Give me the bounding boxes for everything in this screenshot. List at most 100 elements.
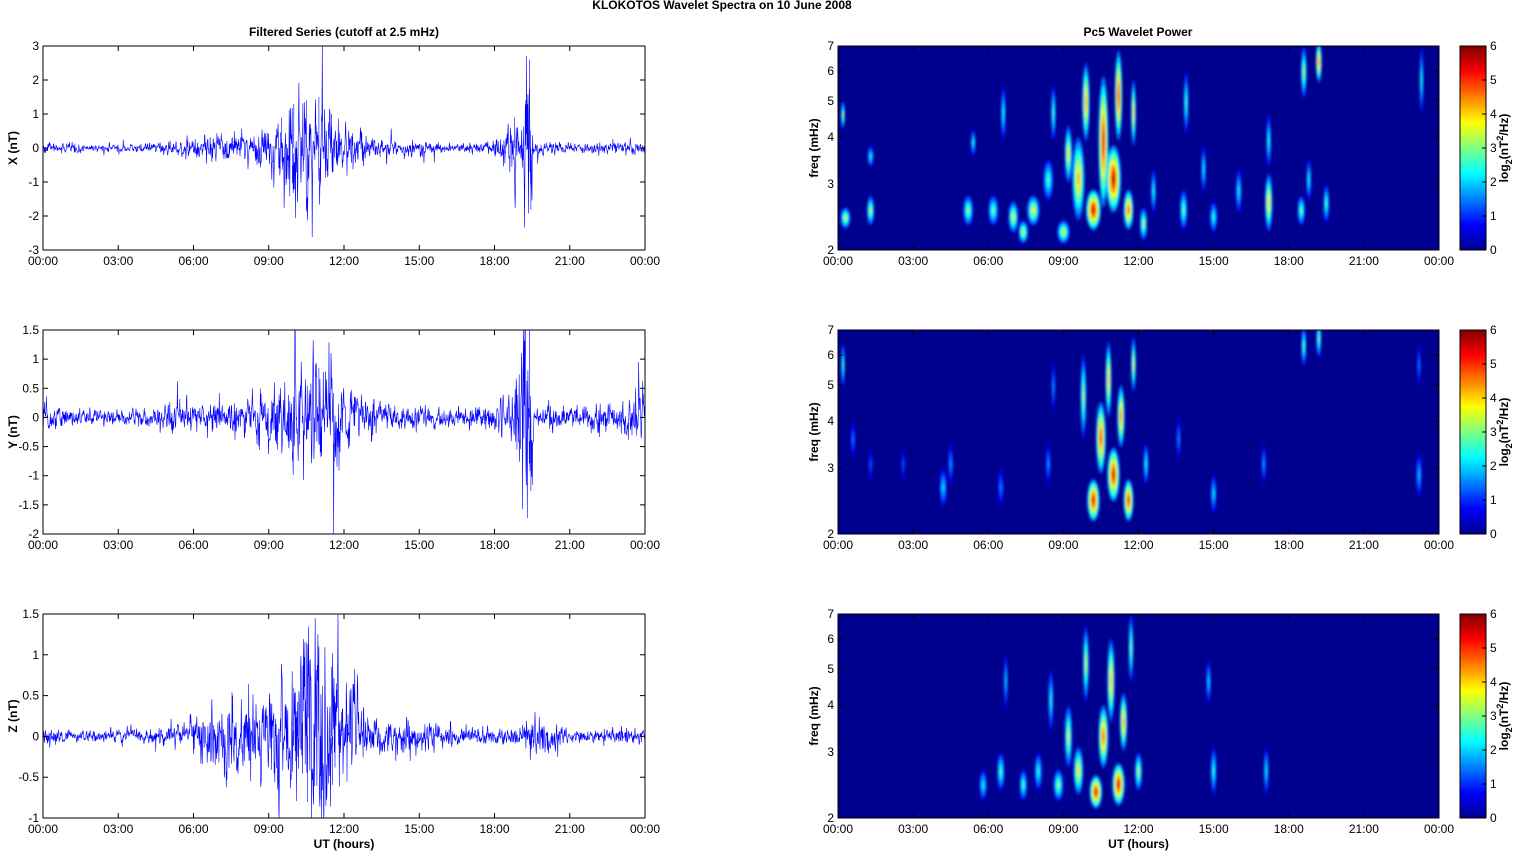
series-z-ytick-label: 1 (32, 648, 39, 662)
power-z-power-blob (1037, 768, 1039, 775)
power-z-colorbar-tick-label: 6 (1490, 607, 1497, 621)
power-y-power-blob (1127, 497, 1130, 504)
power-x-xtick-label: 21:00 (1349, 254, 1379, 268)
power-x-power-blob (992, 208, 994, 213)
power-z-xtick-label: 15:00 (1199, 822, 1229, 836)
power-y-power-blob (1092, 497, 1095, 504)
series-x-ytick-label: 0 (32, 141, 39, 155)
power-x-colorbar-tick-label: 5 (1490, 73, 1497, 87)
series-z-ytick-label: 1.5 (22, 607, 39, 621)
power-z-xlabel: UT (hours) (1108, 837, 1169, 851)
power-z-colorbar-tick-label: 3 (1490, 709, 1497, 723)
power-y-power-blob (1303, 343, 1305, 349)
series-z-xtick-label: 09:00 (254, 822, 284, 836)
left-column-title: Filtered Series (cutoff at 2.5 mHz) (249, 25, 439, 39)
series-z-xtick-label: 15:00 (404, 822, 434, 836)
power-z-power-blob (1102, 732, 1105, 741)
series-z-trace (43, 614, 645, 818)
power-z-colorbar-tick-label: 1 (1490, 777, 1497, 791)
power-x-ylabel: freq (mHz) (807, 118, 821, 177)
power-x-power-blob (1127, 206, 1130, 213)
power-z-power-blob (1000, 768, 1002, 775)
series-z-xtick-label: 12:00 (329, 822, 359, 836)
power-y-ytick-label: 2 (827, 527, 834, 541)
power-x-power-blob (967, 208, 969, 213)
power-x-power-blob (1300, 208, 1302, 213)
power-y-xtick-label: 00:00 (1424, 538, 1454, 552)
power-y-colorbar-label: log2(nT2/Hz) (1495, 398, 1514, 467)
series-y-xtick-label: 12:00 (329, 538, 359, 552)
power-x-xtick-label: 09:00 (1048, 254, 1078, 268)
power-z-xtick-label: 00:00 (1424, 822, 1454, 836)
power-z-power-blob (1050, 695, 1052, 705)
power-x-ytick-label: 4 (827, 130, 834, 144)
series-y-xtick-label: 09:00 (254, 538, 284, 552)
power-y-power-blob (1100, 432, 1102, 443)
power-x-power-blob (1303, 68, 1305, 76)
power-y-ytick-label: 3 (827, 461, 834, 475)
power-x-power-blob (1185, 98, 1187, 107)
power-y-power-blob (902, 462, 904, 467)
series-y-ytick-label: -0.5 (18, 440, 39, 454)
power-z-xtick-label: 06:00 (973, 822, 1003, 836)
power-y-power-blob (870, 462, 871, 467)
power-x-xtick-label: 00:00 (1424, 254, 1454, 268)
series-z-xtick-label: 00:00 (28, 822, 58, 836)
series-x-xtick-label: 15:00 (404, 254, 434, 268)
series-x-ytick-label: 1 (32, 107, 39, 121)
power-x-power-blob (1047, 177, 1050, 183)
power-z-ylabel: freq (mHz) (807, 686, 821, 745)
power-x-ytick-label: 2 (827, 243, 834, 257)
series-x-ytick-label: 3 (32, 39, 39, 53)
series-z-xtick-label: 21:00 (555, 822, 585, 836)
series-y-xtick-label: 21:00 (555, 538, 585, 552)
power-x-power-blob (1213, 214, 1215, 220)
power-x-power-blob (1102, 132, 1105, 152)
power-y-xtick-label: 00:00 (823, 538, 853, 552)
power-y-power-blob (1418, 471, 1420, 479)
power-y-xtick-label: 06:00 (973, 538, 1003, 552)
power-y-ytick-label: 4 (827, 414, 834, 428)
power-z-colorbar-tick-label: 4 (1490, 675, 1497, 689)
power-x-power-blob (1308, 177, 1310, 183)
series-x-ylabel: X (nT) (6, 131, 20, 165)
power-y-ytick-label: 7 (827, 323, 834, 337)
power-z-power-blob (982, 782, 984, 788)
series-y-xtick-label: 00:00 (28, 538, 58, 552)
power-y-power-blob (1318, 335, 1320, 342)
power-z-power-blob (1022, 782, 1024, 788)
power-x-xtick-label: 03:00 (898, 254, 928, 268)
power-y-power-blob (1000, 484, 1002, 491)
power-x-colorbar-tick-label: 4 (1490, 107, 1497, 121)
power-y-plot-area (838, 330, 1439, 534)
series-x-xtick-label: 00:00 (28, 254, 58, 268)
power-x-colorbar-tick-label: 3 (1490, 141, 1497, 155)
series-z-xtick-label: 00:00 (630, 822, 660, 836)
power-x-colorbar-tick-label: 1 (1490, 209, 1497, 223)
series-x-ytick-label: -1 (28, 175, 39, 189)
series-y-xtick-label: 15:00 (404, 538, 434, 552)
power-z-xtick-label: 03:00 (898, 822, 928, 836)
power-z-xtick-label: 00:00 (823, 822, 853, 836)
power-z-power-blob (1057, 782, 1060, 788)
power-y-xtick-label: 03:00 (898, 538, 928, 552)
power-z-power-blob (1085, 658, 1087, 669)
power-x-power-blob (1002, 109, 1004, 118)
power-x-ytick-label: 5 (827, 94, 834, 108)
power-x-power-blob (1062, 230, 1065, 234)
power-x-colorbar-tick-label: 2 (1490, 175, 1497, 189)
series-z-xtick-label: 03:00 (103, 822, 133, 836)
series-z-ylabel: Z (nT) (6, 699, 20, 732)
power-y-power-blob (1133, 360, 1134, 369)
power-y-colorbar-tick-label: 0 (1490, 527, 1497, 541)
power-y-power-blob (1213, 490, 1214, 497)
series-z-ytick-label: 0.5 (22, 689, 39, 703)
series-y-ytick-label: 1 (32, 352, 39, 366)
power-z-ytick-label: 6 (827, 632, 834, 646)
power-z-power-blob (1095, 789, 1097, 795)
power-x-plot-area (838, 46, 1439, 250)
series-x-plot-area (43, 46, 645, 250)
power-y-power-blob (842, 361, 844, 369)
power-x-xtick-label: 15:00 (1199, 254, 1229, 268)
